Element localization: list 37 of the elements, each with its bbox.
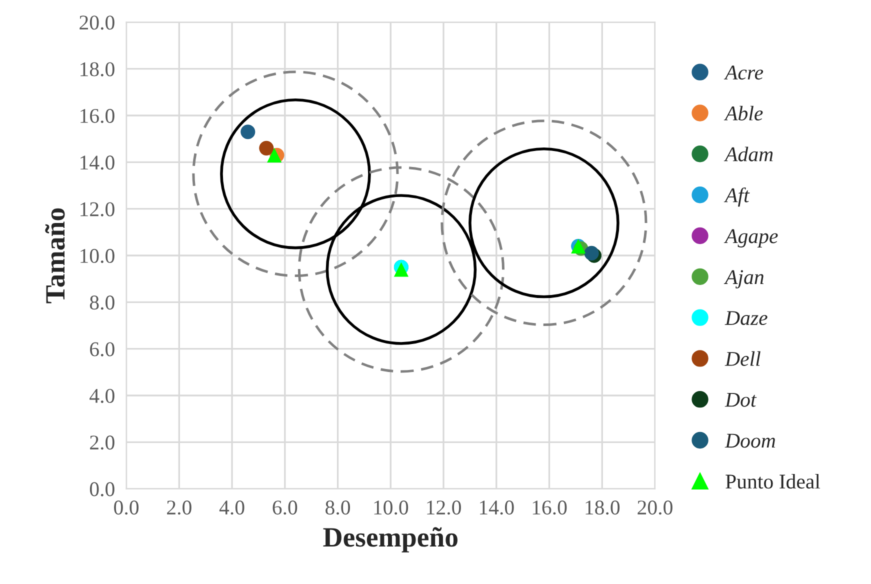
x-tick-label: 14.0 (480, 500, 514, 515)
y-tick-label: 6.0 (90, 342, 114, 356)
x-tick-label: 8.0 (326, 500, 350, 515)
y-tick-label: 14.0 (80, 156, 114, 170)
x-tick-label: 16.0 (532, 500, 567, 515)
x-tick-label: 2.0 (167, 500, 192, 515)
point (240, 124, 256, 140)
y-tick-label: 18.0 (80, 62, 114, 76)
x-tick-label: 12.0 (427, 500, 461, 515)
legend-label: Doom (724, 434, 776, 448)
x-axis-title: Desempeño (323, 527, 458, 552)
legend-label: Aft (724, 187, 750, 207)
point (259, 140, 274, 156)
y-tick-label: 4.0 (90, 388, 114, 404)
legend-label: Able (724, 106, 763, 120)
legend-label: Punto Ideal (726, 474, 820, 489)
legend-label: Acre (724, 66, 764, 80)
legend-label: Agape (724, 229, 778, 248)
y-tick-label: 16.0 (80, 108, 114, 124)
legend-label: Ajan (724, 270, 764, 288)
y-tick-label: 8.0 (90, 296, 114, 310)
x-tick-label: 6.0 (272, 500, 298, 515)
y-tick-label: 2.0 (90, 436, 114, 450)
y-tick-label: 0.0 (90, 482, 114, 496)
x-tick-label: 4.0 (219, 500, 244, 515)
y-tick-label: 10.0 (80, 248, 114, 264)
x-tick-label: 20.0 (638, 500, 672, 515)
legend-label: Dot (724, 392, 757, 407)
x-tick-label: 0.0 (114, 500, 139, 515)
legend-label: Dell (724, 351, 760, 366)
x-tick-label: 10.0 (374, 500, 408, 515)
legend-label: Adam (724, 146, 773, 162)
y-tick-label: 12.0 (80, 202, 114, 216)
y-tick-label: 20.0 (80, 16, 114, 30)
legend-label: Daze (724, 311, 768, 326)
x-tick-label: 18.0 (586, 500, 620, 515)
y-axis-title: Tamaño (45, 208, 65, 304)
